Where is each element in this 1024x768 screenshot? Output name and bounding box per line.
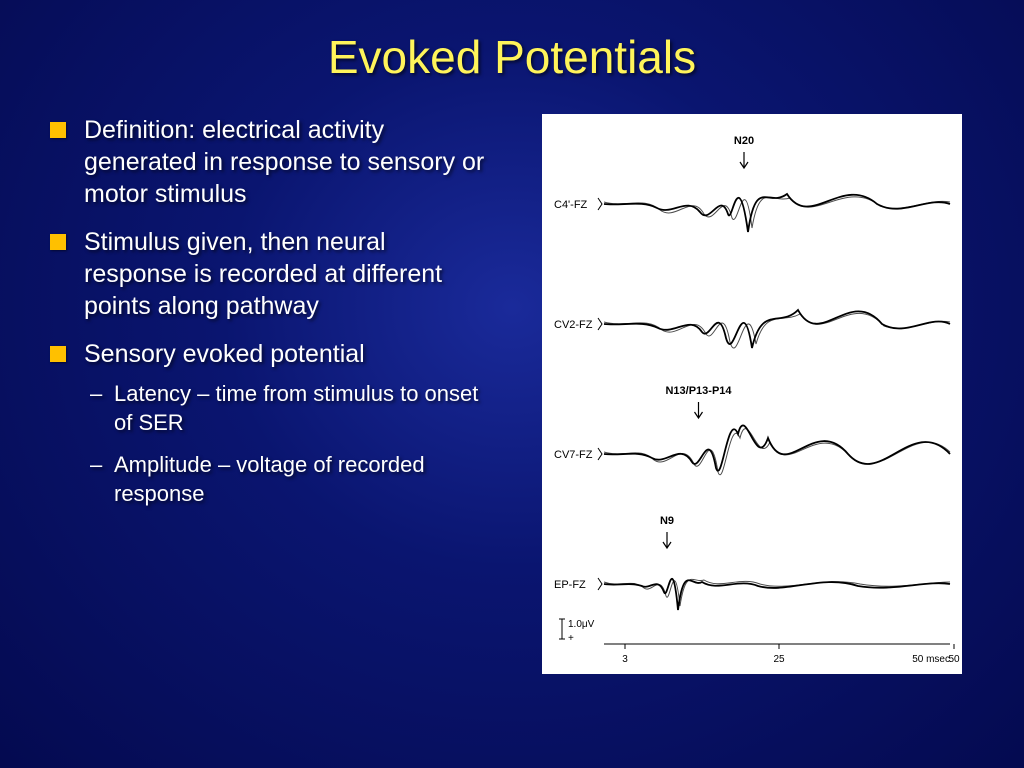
waveform-svg: C4'-FZ N20 CV2-FZ CV7-FZ N13/P13-P14 EP-FZ N9 1… (542, 114, 962, 674)
bullet-item: Definition: electrical activity generate… (50, 114, 490, 210)
svg-text:50 msec: 50 msec (912, 654, 950, 665)
svg-text:CV7-FZ: CV7-FZ (554, 449, 593, 461)
svg-text:CV2-FZ: CV2-FZ (554, 319, 593, 331)
svg-text:1.0μV: 1.0μV (568, 619, 595, 630)
svg-text:EP-FZ: EP-FZ (554, 579, 586, 591)
sub-bullet-list: Latency – time from stimulus to onset of… (84, 380, 490, 508)
svg-text:50: 50 (948, 654, 960, 665)
bullet-item: Sensory evoked potential Latency – time … (50, 338, 490, 508)
sub-bullet-item: Latency – time from stimulus to onset of… (84, 380, 490, 437)
svg-text:+: + (568, 633, 574, 644)
bullet-column: Definition: electrical activity generate… (30, 114, 490, 674)
svg-text:N13/P13-P14: N13/P13-P14 (665, 385, 732, 397)
svg-text:N9: N9 (660, 515, 674, 527)
svg-text:C4'-FZ: C4'-FZ (554, 199, 588, 211)
content-area: Definition: electrical activity generate… (0, 104, 1024, 674)
figure-column: C4'-FZ N20 CV2-FZ CV7-FZ N13/P13-P14 EP-FZ N9 1… (510, 114, 994, 674)
waveform-figure: C4'-FZ N20 CV2-FZ CV7-FZ N13/P13-P14 EP-FZ N9 1… (542, 114, 962, 674)
bullet-list: Definition: electrical activity generate… (50, 114, 490, 508)
bullet-text: Sensory evoked potential (84, 340, 365, 368)
svg-text:25: 25 (773, 654, 785, 665)
sub-bullet-item: Amplitude – voltage of recorded response (84, 451, 490, 508)
svg-text:3: 3 (622, 654, 628, 665)
page-title: Evoked Potentials (0, 0, 1024, 104)
bullet-item: Stimulus given, then neural response is … (50, 226, 490, 322)
svg-text:N20: N20 (734, 135, 754, 147)
